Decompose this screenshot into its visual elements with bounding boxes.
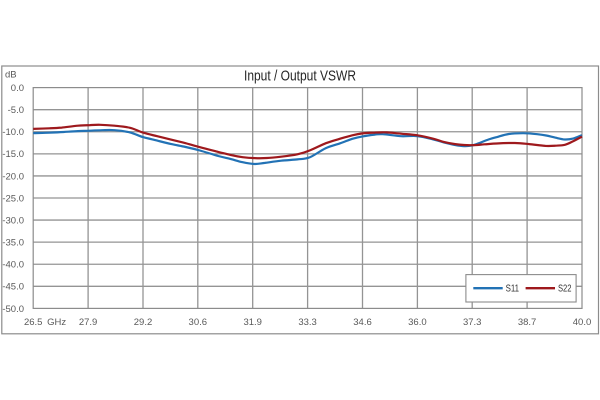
svg-text:-45.0: -45.0 [2, 282, 24, 293]
svg-text:Input / Output VSWR: Input / Output VSWR [244, 68, 356, 85]
svg-text:-25.0: -25.0 [2, 193, 24, 204]
svg-text:-20.0: -20.0 [2, 171, 24, 182]
svg-text:0.0: 0.0 [11, 83, 24, 94]
svg-text:26.5: 26.5 [24, 317, 43, 328]
svg-text:33.3: 33.3 [298, 317, 317, 328]
svg-text:36.0: 36.0 [408, 317, 427, 328]
svg-text:-35.0: -35.0 [2, 238, 24, 249]
svg-text:-10.0: -10.0 [2, 127, 24, 138]
svg-text:30.6: 30.6 [189, 317, 208, 328]
svg-text:-15.0: -15.0 [2, 149, 24, 160]
svg-text:34.6: 34.6 [353, 317, 372, 328]
svg-text:dB: dB [5, 70, 17, 81]
svg-text:S11: S11 [506, 284, 520, 295]
svg-text:29.2: 29.2 [134, 317, 153, 328]
svg-text:S22: S22 [558, 284, 572, 295]
svg-text:38.7: 38.7 [518, 317, 537, 328]
svg-text:31.9: 31.9 [243, 317, 262, 328]
svg-text:-40.0: -40.0 [2, 260, 24, 271]
svg-text:27.9: 27.9 [79, 317, 98, 328]
svg-text:-30.0: -30.0 [2, 215, 24, 226]
svg-text:GHz: GHz [47, 317, 66, 328]
svg-text:-5.0: -5.0 [8, 105, 24, 116]
svg-text:-50.0: -50.0 [2, 304, 24, 315]
svg-text:40.0: 40.0 [573, 317, 592, 328]
svg-text:37.3: 37.3 [463, 317, 482, 328]
